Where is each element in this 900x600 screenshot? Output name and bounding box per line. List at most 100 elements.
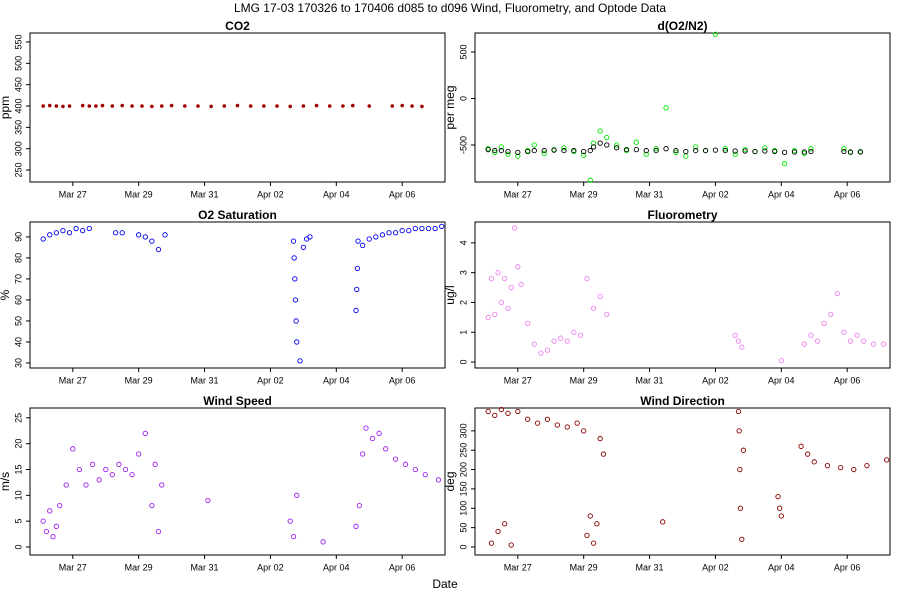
x-tick-label: Apr 04	[768, 375, 795, 385]
point	[294, 492, 300, 498]
x-tick-label: Apr 06	[834, 375, 861, 385]
point	[488, 540, 495, 546]
point	[841, 148, 847, 155]
point	[169, 103, 174, 108]
panel-title: Wind Speed	[203, 394, 272, 408]
point	[851, 466, 857, 473]
y-tick-label: 500	[13, 56, 23, 71]
point	[498, 147, 504, 154]
x-tick-label: Mar 31	[191, 375, 219, 385]
point	[47, 232, 53, 238]
point	[94, 104, 98, 108]
point	[515, 264, 521, 270]
point	[87, 104, 92, 108]
point	[821, 320, 827, 326]
point	[307, 234, 313, 240]
x-tick-label: Mar 31	[191, 562, 219, 572]
point	[541, 150, 547, 157]
point	[693, 144, 699, 150]
point	[392, 230, 399, 236]
point	[597, 140, 603, 146]
y-tick-label: 10	[13, 490, 23, 500]
point	[142, 234, 148, 240]
point	[781, 149, 788, 156]
x-tick-label: Mar 31	[636, 562, 664, 572]
point	[86, 225, 92, 232]
y-tick-label: 550	[13, 34, 23, 49]
y-tick-label: 150	[458, 481, 468, 496]
point	[508, 542, 514, 548]
point	[136, 232, 142, 238]
y-tick-label: 15	[13, 464, 23, 474]
point	[112, 230, 119, 236]
point	[293, 318, 299, 324]
point	[732, 332, 738, 338]
y-tick-label: 200	[458, 462, 468, 477]
point	[47, 508, 53, 514]
point	[54, 104, 59, 108]
point	[870, 341, 877, 347]
point	[505, 305, 511, 312]
point	[801, 149, 808, 155]
y-axis-label: m/s	[0, 472, 12, 491]
point	[814, 338, 821, 344]
point	[355, 238, 361, 244]
y-tick-label: 0	[458, 96, 468, 101]
x-tick-label: Mar 27	[59, 375, 87, 385]
y-tick-label: 300	[458, 423, 468, 438]
point	[742, 148, 748, 154]
point	[633, 139, 640, 145]
x-tick-label: Mar 31	[191, 189, 219, 199]
point	[288, 104, 292, 109]
point	[235, 103, 240, 108]
y-tick-label: 400	[13, 98, 23, 113]
point	[41, 104, 45, 108]
point	[574, 420, 580, 426]
point	[222, 104, 227, 108]
point	[791, 149, 798, 155]
panel-title: Wind Direction	[640, 394, 725, 408]
point	[600, 451, 607, 457]
point	[56, 503, 63, 509]
point	[53, 230, 59, 236]
point	[162, 232, 168, 238]
point	[712, 31, 719, 37]
point	[439, 223, 445, 230]
y-axis-label: %	[0, 289, 12, 300]
panel-title: CO2	[225, 19, 250, 33]
point	[61, 104, 65, 109]
point	[369, 435, 376, 442]
point	[353, 307, 359, 314]
x-tick-label: Mar 31	[636, 189, 664, 199]
x-tick-label: Apr 06	[389, 562, 416, 572]
point	[275, 104, 279, 108]
point	[47, 103, 52, 108]
point	[534, 420, 541, 426]
point	[96, 477, 102, 483]
point	[597, 128, 603, 134]
point	[841, 146, 847, 152]
point	[353, 523, 359, 529]
point	[73, 225, 79, 232]
point	[376, 430, 382, 436]
point	[557, 335, 564, 341]
point	[778, 513, 784, 519]
point	[841, 329, 847, 335]
y-tick-label: 300	[13, 141, 23, 156]
point	[673, 149, 679, 156]
point	[66, 230, 73, 236]
point	[847, 149, 854, 155]
x-tick-label: Apr 02	[702, 189, 729, 199]
point	[498, 406, 504, 413]
point	[392, 456, 399, 462]
x-tick-label: Mar 29	[125, 562, 153, 572]
y-tick-label: 2	[458, 300, 468, 305]
point	[360, 242, 366, 248]
point	[538, 350, 544, 356]
point	[159, 104, 164, 108]
point	[739, 536, 745, 542]
point	[129, 472, 135, 478]
point	[531, 341, 537, 347]
x-tick-label: Mar 27	[504, 562, 532, 572]
point	[390, 104, 395, 108]
